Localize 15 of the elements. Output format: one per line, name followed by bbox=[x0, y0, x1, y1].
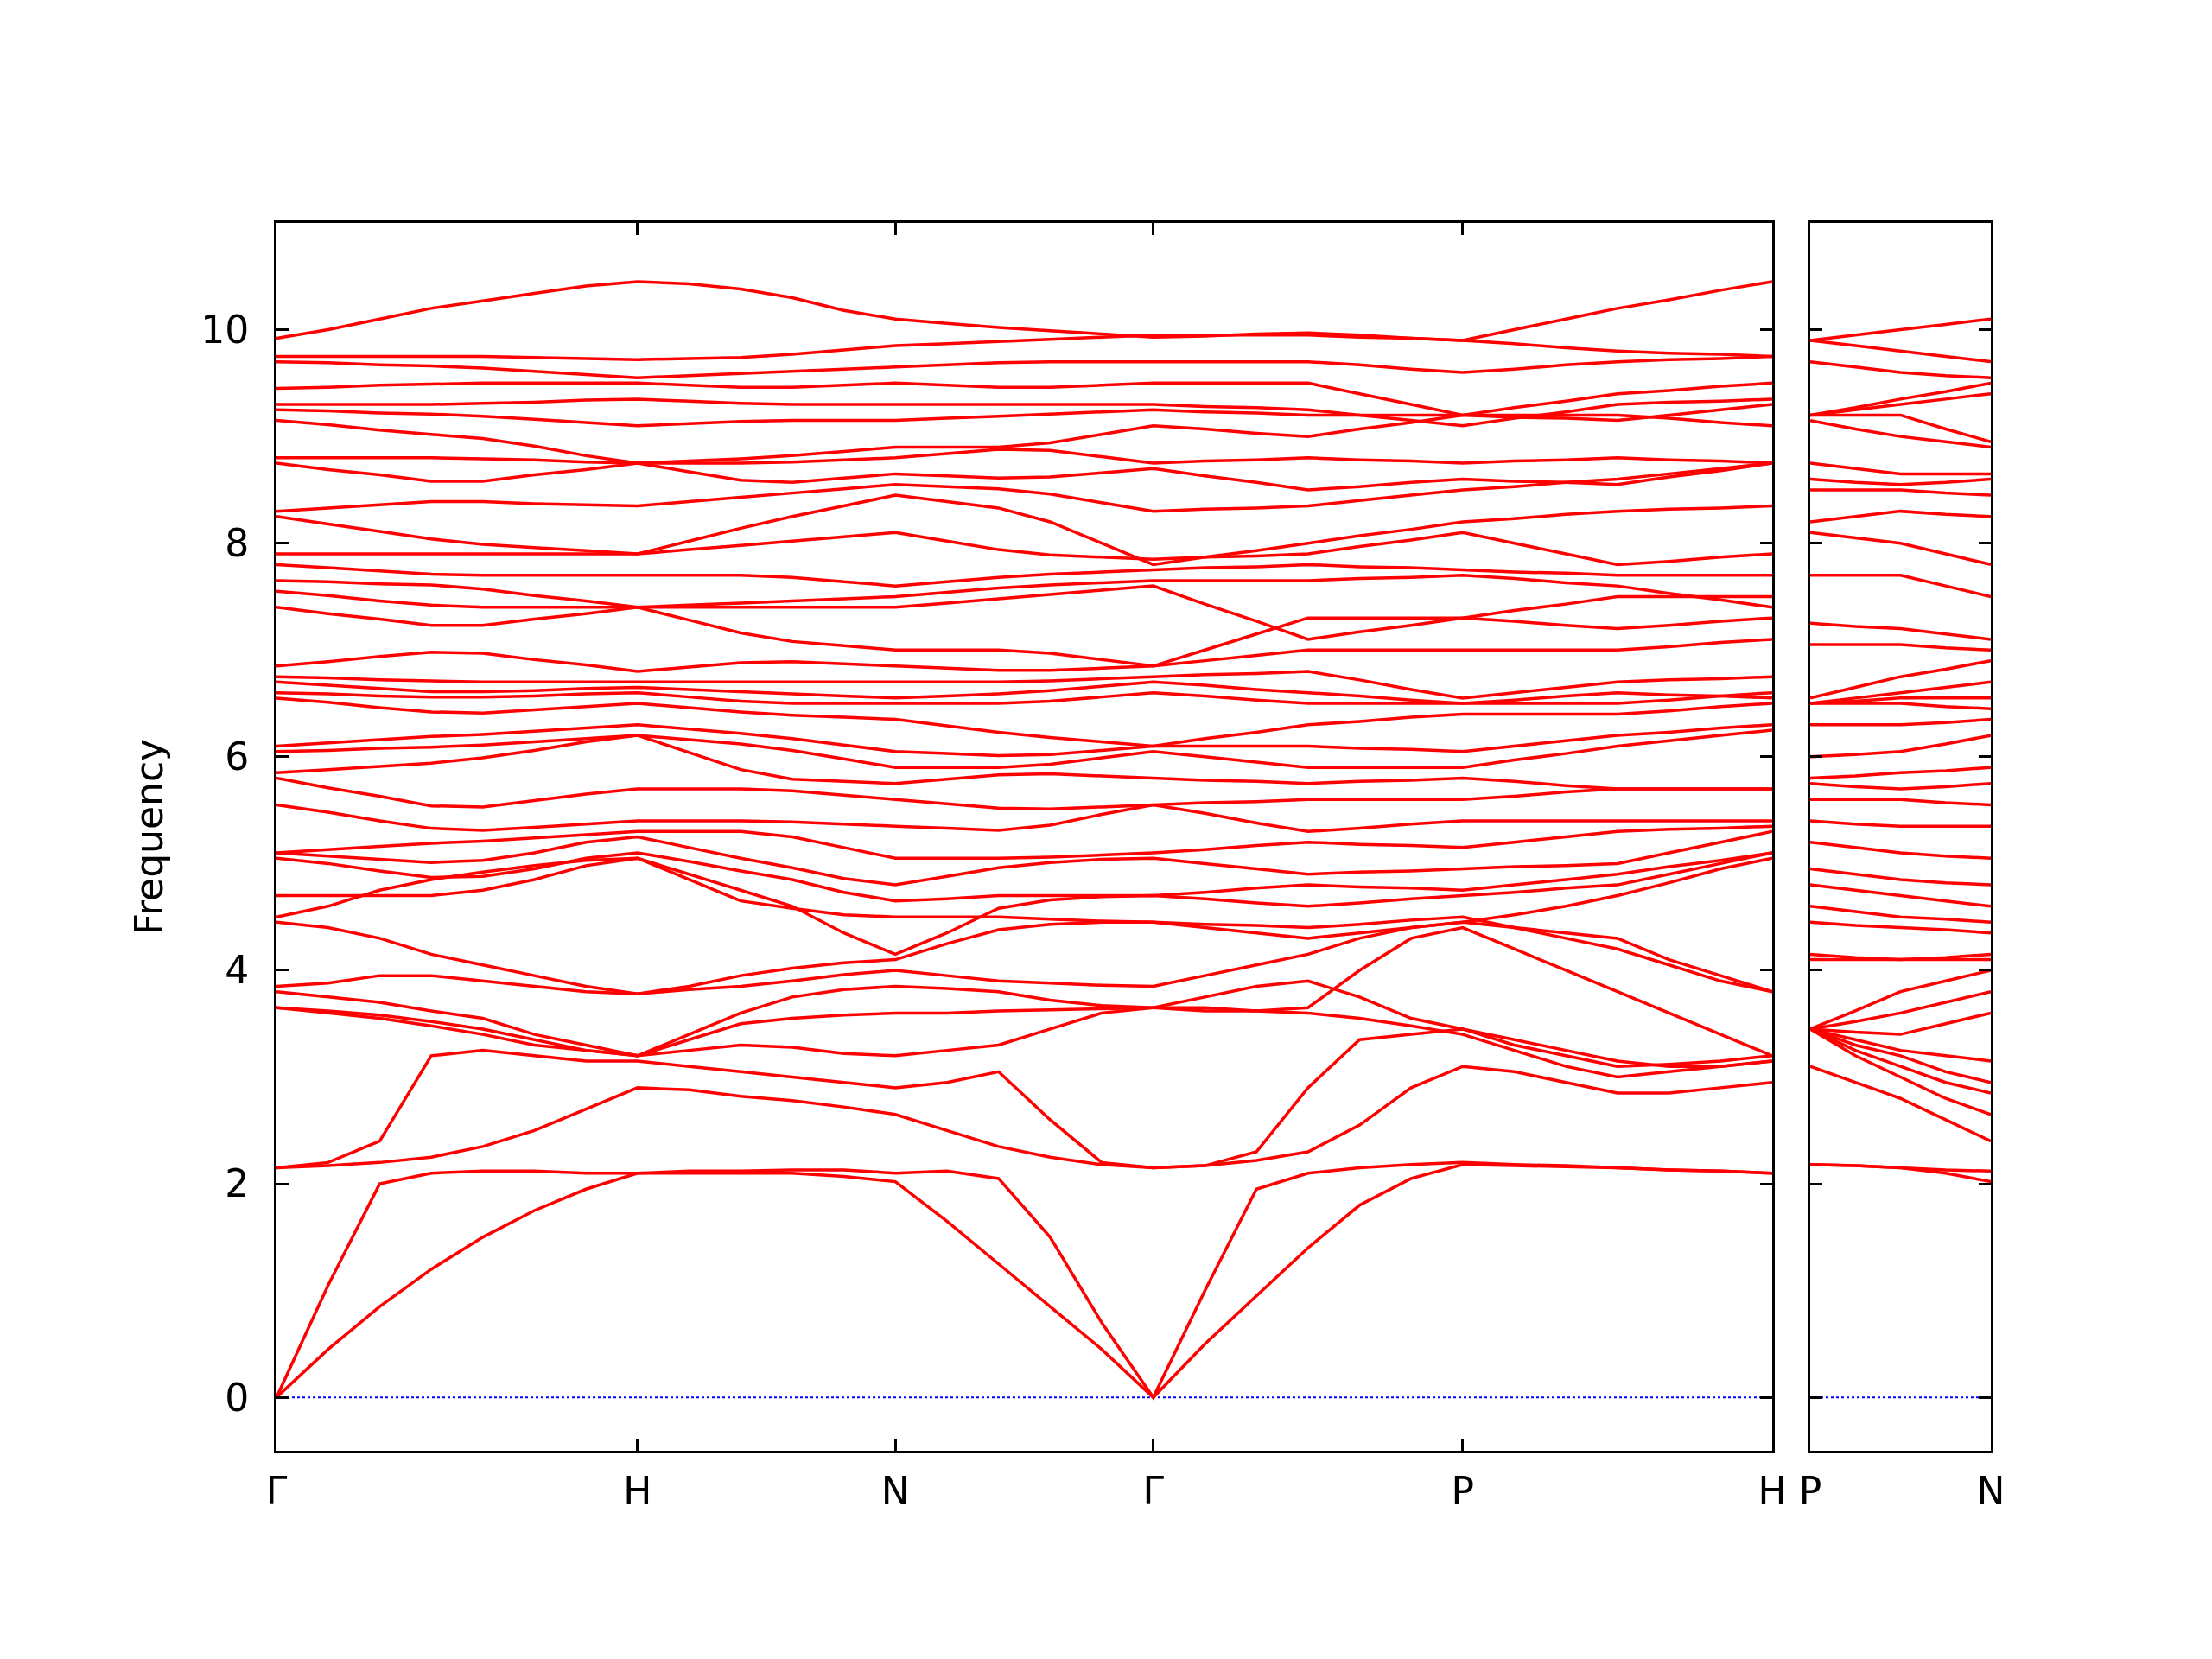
y-tick-label: 0 bbox=[225, 1375, 250, 1420]
y-tick-label: 4 bbox=[225, 948, 250, 993]
x-tick-label: N bbox=[880, 1468, 910, 1513]
x-tick-label: H bbox=[1758, 1468, 1787, 1513]
x-tick-label: Γ bbox=[1142, 1468, 1165, 1513]
y-tick-label: 10 bbox=[200, 307, 250, 352]
x-tick-label: N bbox=[1976, 1468, 2005, 1513]
y-axis-title: Frequency bbox=[127, 738, 172, 936]
x-tick-label: H bbox=[623, 1468, 652, 1513]
x-tick-label: P bbox=[1798, 1468, 1822, 1513]
x-tick-label: P bbox=[1451, 1468, 1475, 1513]
y-tick-label: 2 bbox=[225, 1161, 250, 1206]
y-tick-label: 6 bbox=[225, 734, 250, 779]
x-tick-label: Γ bbox=[265, 1468, 288, 1513]
y-tick-label: 8 bbox=[225, 521, 250, 566]
